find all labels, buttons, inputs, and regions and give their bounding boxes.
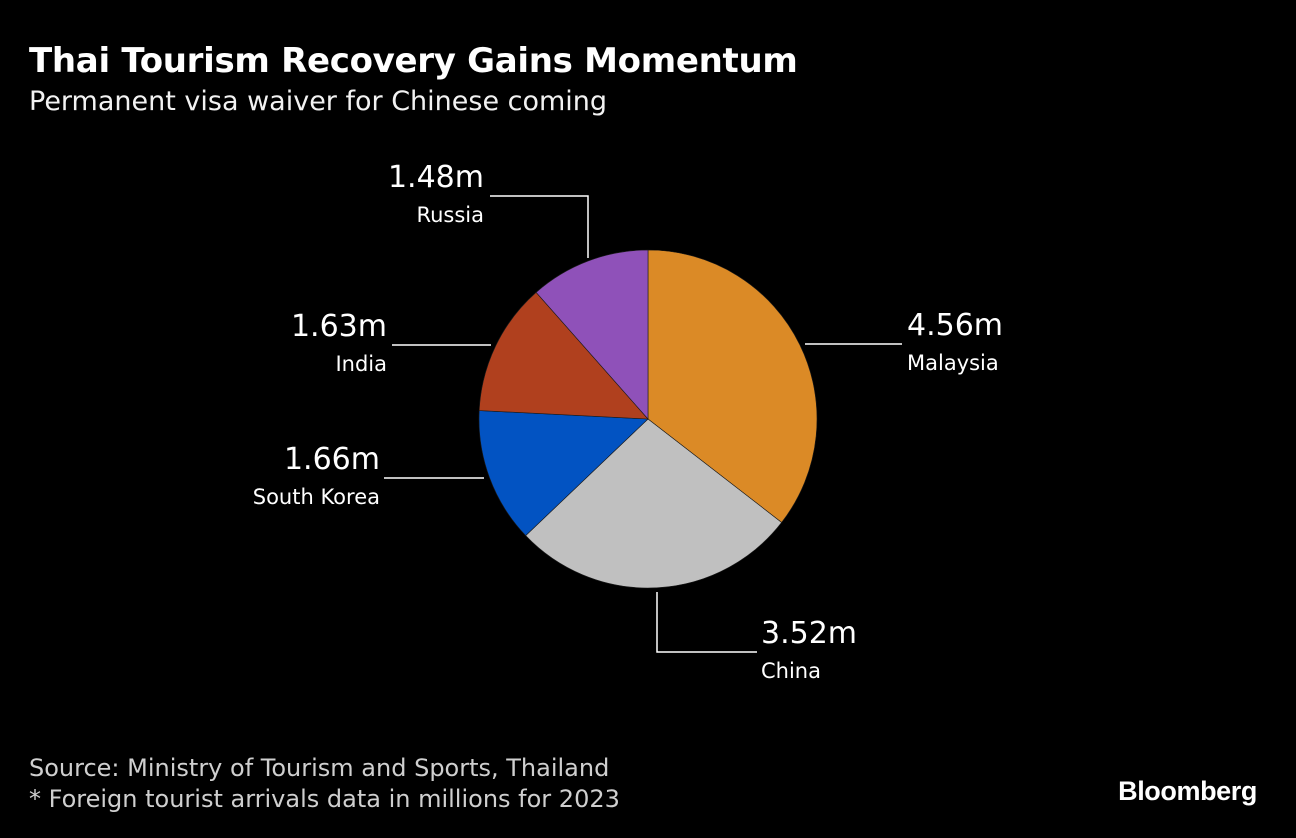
value-label-malaysia: 4.56m: [907, 308, 1003, 343]
leader-line-russia: [490, 195, 589, 258]
chart-title: Thai Tourism Recovery Gains Momentum: [29, 41, 798, 81]
category-label-south-korea: South Korea: [253, 485, 380, 509]
pie-slice-russia: [535, 249, 649, 420]
footnote: * Foreign tourist arrivals data in milli…: [29, 785, 620, 813]
value-label-south-korea: 1.66m: [284, 442, 380, 477]
slice-labels: 4.56m Malaysia 3.52m China 1.66m South Korea 1…: [253, 160, 1003, 683]
pie-slice-china: [525, 418, 783, 589]
value-label-china: 3.52m: [761, 616, 857, 651]
pie-slice-south-korea: [478, 410, 649, 537]
pie-slices: [478, 249, 818, 589]
bloomberg-logo: Bloomberg: [1118, 776, 1257, 806]
category-label-russia: Russia: [416, 203, 484, 227]
category-label-india: India: [335, 352, 387, 376]
leader-lines: [384, 195, 902, 653]
category-label-malaysia: Malaysia: [907, 351, 999, 375]
value-label-india: 1.63m: [291, 309, 387, 344]
leader-line-china: [656, 592, 757, 653]
chart-subtitle: Permanent visa waiver for Chinese coming: [29, 86, 608, 117]
source-note: Source: Ministry of Tourism and Sports, …: [29, 754, 610, 782]
category-label-china: China: [761, 659, 821, 683]
pie-slice-malaysia: [647, 249, 818, 523]
value-label-russia: 1.48m: [388, 160, 484, 195]
pie-slice-india: [478, 291, 649, 420]
